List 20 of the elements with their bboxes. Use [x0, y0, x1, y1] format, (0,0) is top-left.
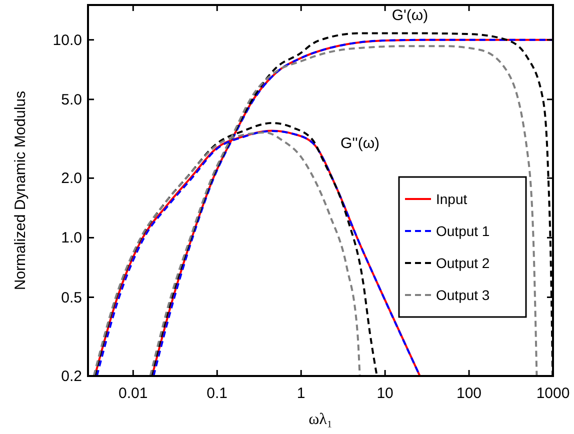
x-tick-label: 1000	[536, 385, 570, 402]
y-tick-label: 0.5	[61, 289, 82, 306]
x-tick-label: 10	[376, 385, 394, 402]
y-tick-label: 10.0	[52, 32, 82, 49]
y-tick-label: 2.0	[61, 170, 82, 188]
annotation: G''(ω)	[340, 135, 380, 152]
x-axis-title: ωλ₁	[308, 411, 332, 428]
legend-label: Output 2	[436, 255, 490, 271]
y-tick-label: 0.2	[61, 368, 82, 385]
x-tick-label: 1	[296, 385, 306, 402]
legend-label: Output 1	[436, 223, 490, 239]
legend-label: Output 3	[436, 287, 490, 303]
legend-label: Input	[436, 191, 468, 207]
x-tick-label: 0.01	[118, 385, 148, 402]
x-tick-label: 0.1	[206, 385, 228, 402]
x-tick-label: 100	[456, 385, 482, 402]
annotation: G'(ω)	[392, 7, 428, 24]
y-axis-title: Normalized Dynamic Modulus	[12, 90, 29, 290]
y-tick-label: 5.0	[61, 91, 82, 108]
y-tick-label: 1.0	[61, 230, 82, 247]
